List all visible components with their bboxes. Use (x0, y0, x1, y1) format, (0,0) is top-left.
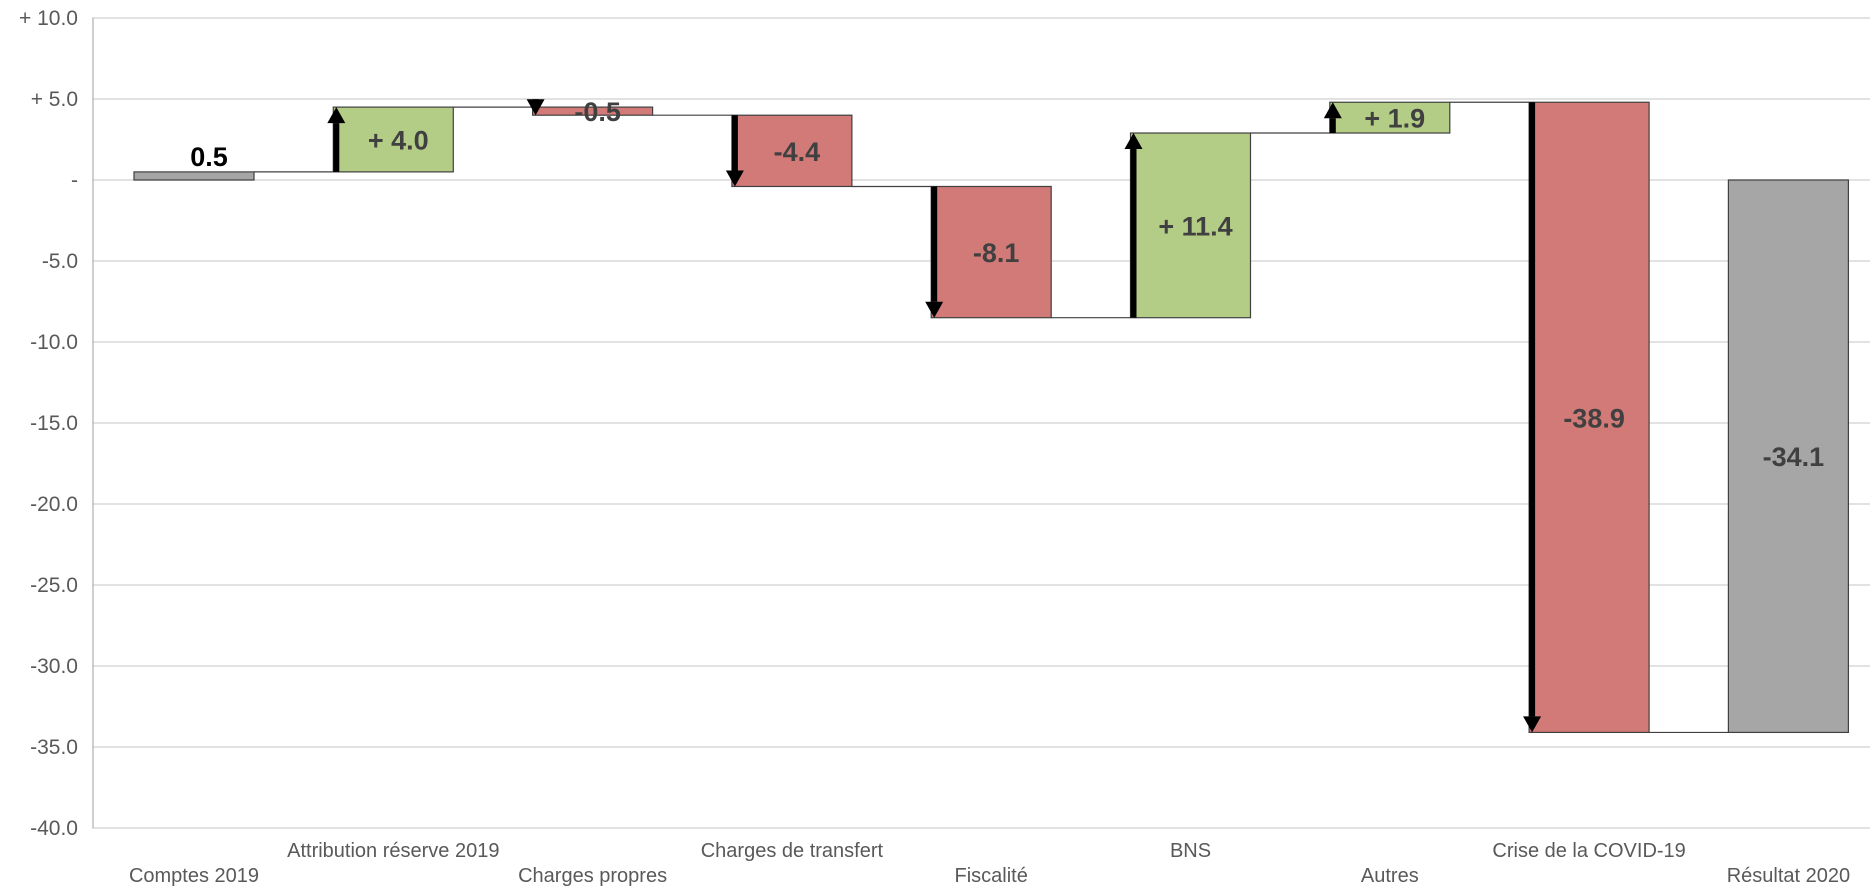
y-tick-label: -10.0 (30, 331, 78, 354)
data-label: 0.5 (190, 142, 228, 172)
data-label: + 11.4 (1158, 211, 1232, 241)
y-tick-label: + 10.0 (19, 7, 78, 30)
arrows (327, 99, 1542, 733)
data-label: + 4.0 (368, 126, 429, 156)
bar (133, 171, 255, 181)
x-tick-label: Charges de transfert (701, 840, 884, 862)
bar (1727, 179, 1850, 734)
data-label: -8.1 (973, 238, 1020, 268)
x-tick-label: Comptes 2019 (129, 865, 259, 887)
connector-lines (254, 101, 1729, 734)
data-label: + 1.9 (1364, 104, 1425, 134)
y-tick-label: -20.0 (30, 493, 78, 516)
down-arrow-head (526, 99, 545, 116)
y-tick-label: -15.0 (30, 412, 78, 435)
data-label: -34.1 (1763, 442, 1825, 472)
y-axis-tick-labels: + 10.0 + 5.0 - -5.0 -10.0 -15.0 -20.0 -25.0 -30.… (19, 7, 78, 840)
down-arrow-head (725, 170, 744, 187)
data-label: -38.9 (1563, 403, 1625, 433)
x-tick-label: Charges propres (518, 865, 667, 887)
x-tick-label: Fiscalité (955, 865, 1028, 887)
bar (332, 106, 454, 173)
bar (1129, 132, 1252, 319)
x-tick-label: Attribution réserve 2019 (287, 840, 499, 862)
y-tick-label: -40.0 (30, 817, 78, 840)
data-label: -0.5 (574, 97, 621, 127)
data-labels: 0.5 + 4.0 -0.5 -4.4 -8.1 + 11.4 + 1.9 -38.9 -34.… (190, 97, 1824, 472)
y-tick-label: -35.0 (30, 736, 78, 759)
bars (133, 101, 1850, 734)
y-tick-label: -5.0 (42, 250, 78, 273)
up-arrow-head (1323, 102, 1342, 119)
x-tick-label: BNS (1170, 840, 1211, 862)
bar (1528, 101, 1650, 734)
y-tick-label: -25.0 (30, 574, 78, 597)
x-axis-tick-labels: Comptes 2019 Attribution réserve 2019 Char… (129, 840, 1850, 887)
bar (1329, 101, 1451, 134)
y-tick-label: + 5.0 (31, 88, 78, 111)
x-tick-label: Crise de la COVID-19 (1492, 840, 1685, 862)
down-arrow-head (1523, 716, 1542, 733)
up-arrow-head (327, 107, 346, 124)
bar (930, 185, 1052, 319)
y-tick-label: - (71, 169, 78, 192)
gridlines (92, 17, 1870, 829)
bar (531, 106, 654, 116)
y-tick-label: -30.0 (30, 655, 78, 678)
up-arrow-head (1124, 133, 1143, 150)
data-label: -4.4 (774, 137, 821, 167)
down-arrow-head (925, 301, 944, 318)
x-tick-label: Résultat 2020 (1727, 865, 1850, 887)
bar (731, 114, 853, 188)
x-tick-label: Autres (1361, 865, 1419, 887)
